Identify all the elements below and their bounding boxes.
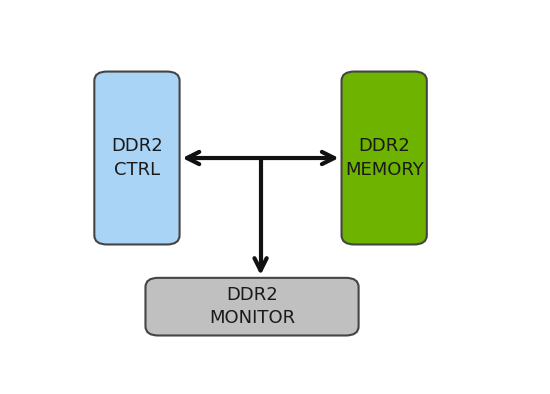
Text: DDR2
MEMORY: DDR2 MEMORY — [345, 137, 424, 179]
Text: DDR2
CTRL: DDR2 CTRL — [111, 137, 163, 179]
Text: DDR2
MONITOR: DDR2 MONITOR — [209, 286, 295, 327]
FancyBboxPatch shape — [145, 278, 359, 336]
FancyBboxPatch shape — [95, 72, 179, 244]
FancyBboxPatch shape — [342, 72, 427, 244]
